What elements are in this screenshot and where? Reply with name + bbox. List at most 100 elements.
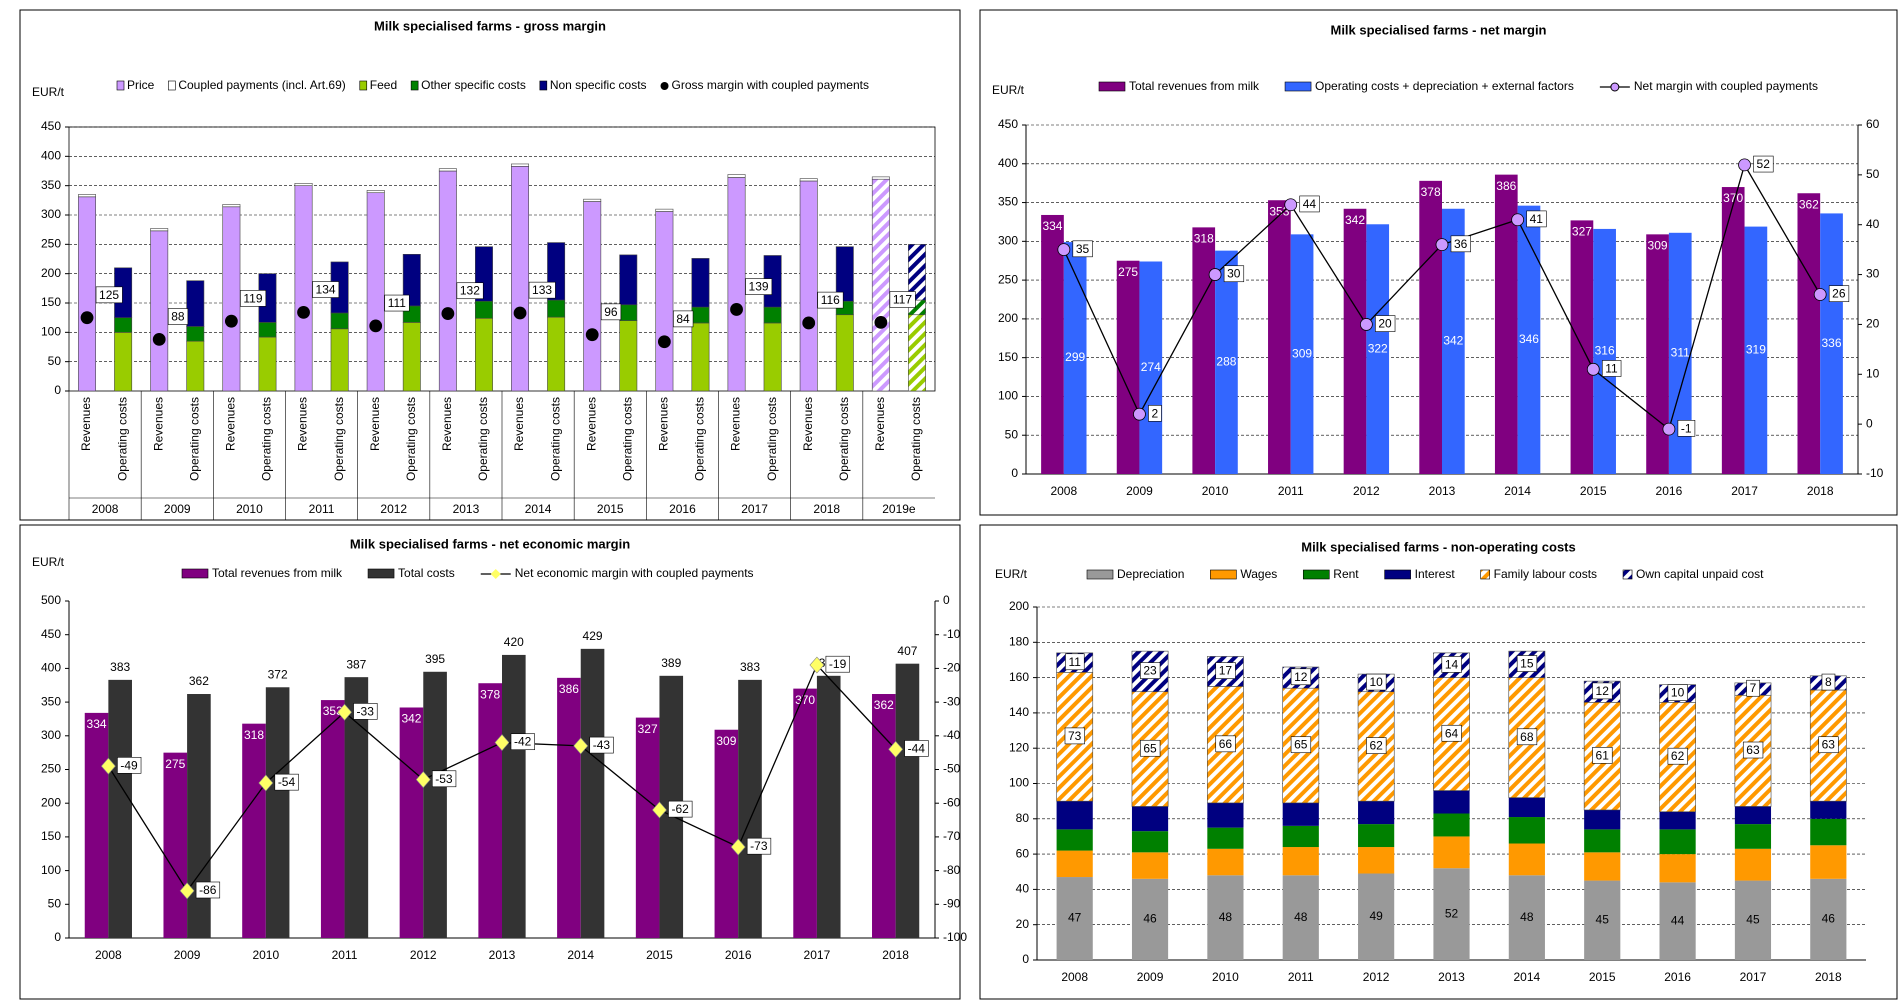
bar [691, 306, 710, 324]
legend-label: Operating costs + depreciation + externa… [1315, 79, 1574, 93]
y-axis-label: EUR/t [32, 85, 65, 99]
legend-label: Total revenues from milk [1129, 79, 1260, 93]
y2-tick-label: 40 [1866, 217, 1880, 231]
y-axis-label: EUR/t [995, 567, 1028, 581]
bar [872, 694, 896, 938]
bar [423, 671, 447, 938]
bar [265, 687, 290, 938]
value-label: 336 [1822, 336, 1842, 350]
y-tick-label: 50 [48, 896, 62, 910]
legend-swatch [1302, 569, 1330, 580]
value-label: 319 [1746, 342, 1766, 356]
bar [150, 230, 169, 392]
y-tick-label: 100 [41, 325, 61, 339]
value-label: 12 [1596, 684, 1610, 698]
bar [511, 163, 530, 167]
label-box [1450, 235, 1471, 253]
legend-label: Own capital unpaid cost [1636, 567, 1764, 581]
y2-tick-label: 0 [943, 593, 950, 607]
y-tick-label: 20 [1016, 917, 1030, 931]
label-box [510, 733, 535, 751]
bar [258, 322, 277, 338]
bar [583, 201, 602, 392]
value-label: 45 [1596, 912, 1610, 926]
value-label: 64 [1445, 726, 1459, 740]
value-label: 370 [795, 693, 815, 707]
value-label: 48 [1294, 910, 1308, 924]
value-label: 88 [171, 310, 185, 324]
bar [1268, 200, 1291, 474]
y-tick-label: 100 [998, 389, 1018, 403]
value-label: 46 [1143, 912, 1157, 926]
value-label: 17 [1219, 664, 1233, 678]
x-tick-label: 2010 [1212, 970, 1239, 984]
value-label: 63 [1746, 743, 1760, 757]
bar [366, 190, 385, 194]
bar [1207, 827, 1244, 849]
value-label: -43 [593, 738, 611, 752]
bar [1419, 180, 1442, 474]
legend-label: Total revenues from milk [212, 566, 343, 580]
y2-tick-label: -20 [943, 661, 961, 675]
x-tick-label: 2018 [882, 948, 909, 962]
bar [1659, 829, 1696, 855]
bar [895, 663, 920, 938]
value-label: 372 [268, 667, 288, 681]
y2-tick-label: -40 [943, 728, 961, 742]
value-label: 44 [1671, 913, 1685, 927]
label-box [1526, 210, 1547, 228]
x-tick-label: 2015 [597, 502, 624, 516]
group-label: Revenues [584, 397, 598, 451]
label-box [1753, 155, 1774, 173]
legend-label: Family labour costs [1494, 567, 1597, 581]
label-box [904, 740, 929, 757]
value-label: 66 [1219, 737, 1233, 751]
bar [583, 198, 602, 202]
bar [1343, 208, 1367, 474]
value-label: 8 [1825, 675, 1832, 689]
x-tick-label: 2012 [1363, 970, 1390, 984]
value-label: -73 [750, 839, 768, 853]
legend-label: Total costs [398, 566, 455, 580]
bar [402, 254, 421, 307]
x-tick-label: 2008 [92, 502, 119, 516]
value-label: 35 [1076, 242, 1090, 256]
group-label: Revenues [801, 397, 815, 451]
value-label: 62 [1369, 739, 1383, 753]
x-tick-label: 2014 [525, 502, 552, 516]
bar [1358, 824, 1395, 848]
point [258, 774, 274, 792]
label-box [1821, 673, 1836, 691]
y2-tick-label: -10 [943, 627, 961, 641]
chart-title: Milk specialised farms - non-operating c… [1301, 539, 1576, 554]
value-label: 11 [1605, 361, 1618, 375]
bar [1358, 847, 1395, 874]
label-box [1072, 240, 1093, 258]
label-box [746, 837, 772, 855]
legend-label: Price [127, 78, 155, 92]
bar [1282, 847, 1319, 876]
panel-border [979, 524, 1898, 1000]
group-label: Operating costs [837, 397, 851, 481]
y-tick-label: 400 [998, 156, 1018, 170]
bar [1584, 809, 1621, 830]
point [585, 328, 599, 342]
label-box [240, 290, 267, 307]
bar [438, 168, 457, 172]
legend-swatch [116, 80, 125, 91]
value-label: 52 [1445, 906, 1459, 920]
legend-swatch [1098, 81, 1126, 92]
bar [655, 208, 674, 212]
value-label: 48 [1219, 910, 1233, 924]
value-label: 318 [244, 728, 264, 742]
y-tick-label: 80 [1016, 811, 1030, 825]
value-label: 134 [316, 283, 336, 297]
bar [619, 320, 638, 392]
y-tick-label: 450 [41, 119, 61, 133]
label-box [817, 291, 844, 309]
label-box [1828, 285, 1850, 302]
value-label: 44 [1303, 197, 1317, 211]
bar [474, 300, 493, 319]
y-tick-label: 150 [41, 829, 61, 843]
x-tick-label: 2009 [1126, 484, 1153, 498]
